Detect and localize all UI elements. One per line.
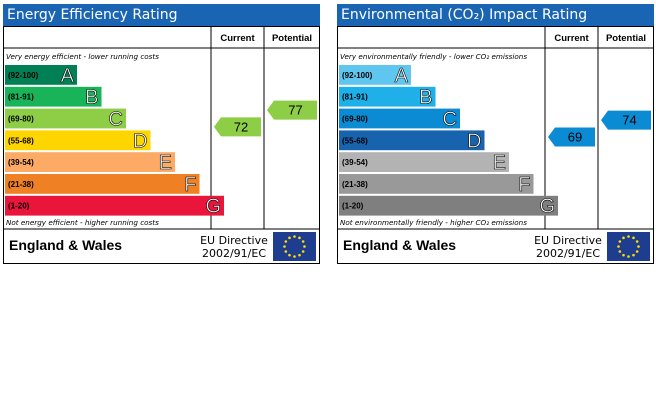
environmental-impact-chart: Environmental (CO₂) Impact Rating Curren… (337, 4, 654, 264)
top-note: Very energy efficient - lower running co… (6, 52, 159, 61)
rating-band-d (5, 130, 151, 151)
eu-star (618, 240, 622, 243)
rating-band-d (339, 130, 485, 151)
region-label: England & Wales (343, 237, 456, 253)
band-range-label: (1-20) (8, 202, 30, 211)
rating-band-b (5, 86, 102, 107)
band-letter: F (518, 174, 530, 196)
eu-star (288, 236, 291, 240)
rating-band-f (5, 174, 200, 194)
band-letter: F (184, 174, 196, 196)
rating-band-e (5, 152, 175, 172)
eu-star (622, 236, 625, 240)
potential-rating-marker (267, 100, 317, 120)
eu-star (635, 240, 639, 243)
directive-line1: EU Directive (200, 234, 268, 247)
eu-star (303, 245, 306, 248)
directive-line2: 2002/91/EC (202, 247, 266, 260)
bottom-note: Not energy efficient - higher running co… (6, 218, 159, 227)
eu-star (635, 250, 639, 253)
eu-star (622, 253, 625, 257)
region-label: England & Wales (9, 237, 122, 253)
potential-rating-value: 74 (622, 113, 636, 128)
eu-star (283, 245, 286, 248)
band-range-label: (81-91) (8, 93, 34, 102)
eu-star (284, 250, 288, 253)
eu-star (637, 245, 640, 248)
rating-band-e (339, 152, 509, 172)
directive-line2: 2002/91/EC (536, 247, 600, 260)
band-range-label: (55-68) (8, 136, 34, 145)
band-letter: D (467, 130, 481, 152)
chart-plot: Current Potential Very energy efficient - … (3, 26, 320, 264)
band-range-label: (21-38) (8, 180, 34, 189)
column-header-potential: Potential (606, 33, 646, 44)
current-rating-value: 69 (568, 130, 582, 145)
top-note: Very environmentally friendly - lower CO… (340, 52, 527, 61)
band-letter: C (109, 109, 123, 131)
band-range-label: (1-20) (342, 202, 364, 211)
directive-line1: EU Directive (534, 234, 602, 247)
potential-rating-value: 77 (288, 103, 302, 118)
band-letter: C (443, 109, 457, 131)
current-rating-marker (214, 117, 261, 137)
eu-star (627, 255, 630, 258)
band-range-label: (55-68) (342, 136, 368, 145)
eu-star (293, 235, 296, 238)
rating-band-g (339, 195, 558, 216)
chart-title: Energy Efficiency Rating (3, 4, 320, 26)
rating-band-f (339, 174, 534, 194)
band-letter: G (205, 196, 221, 218)
current-rating-marker (548, 127, 595, 147)
eu-star (293, 255, 296, 258)
column-header-current: Current (220, 33, 255, 44)
energy-efficiency-chart: Energy Efficiency Rating Current Potentia… (3, 4, 320, 264)
eu-star (298, 253, 301, 257)
column-header-current: Current (554, 33, 589, 44)
rating-band-a (339, 65, 411, 85)
band-letter: D (133, 130, 147, 152)
eu-star (301, 250, 305, 253)
eu-star (627, 235, 630, 238)
band-range-label: (81-91) (342, 93, 368, 102)
band-letter: G (539, 196, 555, 218)
rating-band-c (339, 108, 460, 129)
band-range-label: (39-54) (342, 158, 368, 167)
eu-star (284, 240, 288, 243)
column-header-potential: Potential (272, 33, 312, 44)
eu-star (632, 253, 635, 257)
eu-star (288, 253, 291, 257)
band-range-label: (21-38) (342, 180, 368, 189)
eu-star (632, 236, 635, 240)
band-letter: A (61, 65, 75, 87)
band-range-label: (92-100) (342, 71, 373, 80)
eu-star (301, 240, 305, 243)
rating-band-c (5, 108, 126, 129)
band-range-label: (69-80) (8, 115, 34, 124)
current-rating-value: 72 (234, 119, 248, 134)
eu-star (298, 236, 301, 240)
band-range-label: (39-54) (8, 158, 34, 167)
rating-band-a (5, 65, 77, 85)
band-range-label: (92-100) (8, 71, 39, 80)
chart-plot: Current Potential Very environmentally fri… (337, 26, 654, 264)
band-range-label: (69-80) (342, 115, 368, 124)
eu-star (618, 250, 622, 253)
band-letter: B (85, 87, 98, 109)
band-letter: E (493, 152, 506, 174)
rating-band-b (339, 86, 436, 107)
eu-star (617, 245, 620, 248)
chart-title: Environmental (CO₂) Impact Rating (337, 4, 654, 26)
band-letter: A (395, 65, 409, 87)
bottom-note: Not environmentally friendly - higher CO… (340, 218, 527, 227)
band-letter: E (159, 152, 172, 174)
potential-rating-marker (601, 110, 651, 130)
rating-band-g (5, 195, 224, 216)
band-letter: B (419, 87, 432, 109)
